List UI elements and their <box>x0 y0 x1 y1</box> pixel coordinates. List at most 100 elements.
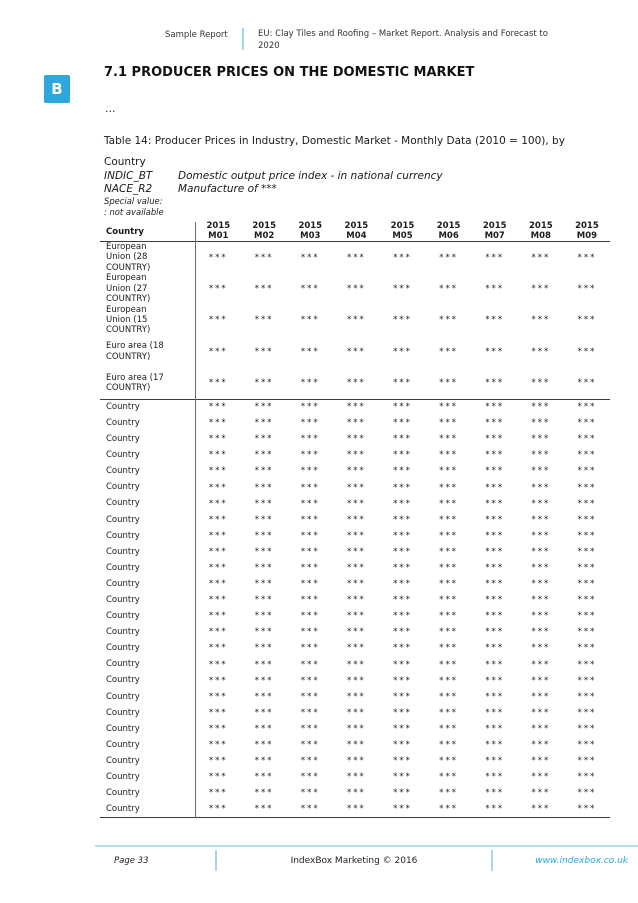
table-row: European Union (15 COUNTRY) *** *** *** *** *… <box>100 304 610 336</box>
table-cell: *** <box>393 659 412 670</box>
table-cell: *** <box>439 283 458 294</box>
table-cell: *** <box>208 418 228 429</box>
table-row: Country *** *** *** *** *** *** *** *** *** <box>100 785 610 802</box>
table-cell: *** <box>531 315 551 326</box>
table-cell: *** <box>208 530 228 541</box>
table-cell: *** <box>300 418 320 429</box>
table-cell: *** <box>531 788 551 799</box>
table-cell: *** <box>393 252 412 263</box>
table-cell: *** <box>531 466 551 477</box>
table-cell: *** <box>208 611 228 622</box>
table-cell: *** <box>347 707 366 718</box>
table-cell: *** <box>347 482 366 493</box>
special-value-label: Special value: <box>104 196 163 206</box>
table-cell: *** <box>300 283 320 294</box>
footer-website-link[interactable]: www.indexbox.co.uk <box>535 856 628 866</box>
table-cell: *** <box>439 450 458 461</box>
table-row: Country *** *** *** *** *** *** *** *** *** <box>100 801 610 818</box>
table-cell: *** <box>300 691 320 702</box>
table-cell: *** <box>531 675 551 686</box>
table-cell: *** <box>254 595 274 606</box>
row-label: Country <box>100 463 196 480</box>
table-cell: *** <box>439 579 458 590</box>
table-cell: *** <box>254 346 274 357</box>
table-cell: *** <box>208 378 228 388</box>
table-row: European Union (28 COUNTRY) *** *** *** *** *… <box>100 241 610 273</box>
footer-page-number: Page 33 <box>114 856 149 866</box>
footer-divider <box>215 850 217 871</box>
table-cell: *** <box>439 402 458 413</box>
table-cell: *** <box>347 579 366 590</box>
table-cell: *** <box>531 546 551 557</box>
row-label: Euro area (18 COUNTRY) <box>100 336 196 368</box>
table-cell: *** <box>485 627 505 638</box>
table-cell: *** <box>300 772 320 783</box>
table-cell: *** <box>300 788 320 799</box>
metadata-row-nace: NACE_R2 Manufacture of *** <box>104 183 443 196</box>
table-cell: *** <box>577 562 597 573</box>
header-title-line1: EU: Clay Tiles and Roofing – Market Repo… <box>258 29 548 39</box>
table-cell: *** <box>439 691 458 702</box>
table-cell: *** <box>531 402 551 413</box>
month-column-header: 2015 M08 <box>528 221 553 241</box>
table-cell: *** <box>485 772 505 783</box>
table-cell: *** <box>393 643 412 654</box>
table-row: Country *** *** *** *** *** *** *** *** *** <box>100 399 610 416</box>
table-row: Country *** *** *** *** *** *** *** *** *** <box>100 495 610 512</box>
table-cell: *** <box>439 611 458 622</box>
table-cell: *** <box>347 283 366 294</box>
metadata-code: NACE_R2 <box>104 183 153 195</box>
table-cell: *** <box>577 595 597 606</box>
table-cell: *** <box>485 482 505 493</box>
row-label: Country <box>100 801 196 818</box>
row-label: Country <box>100 447 196 464</box>
table-cell: *** <box>347 804 366 815</box>
table-cell: *** <box>439 740 458 751</box>
table-cell: *** <box>485 530 505 541</box>
table-cell: *** <box>439 482 458 493</box>
table-cell: *** <box>439 643 458 654</box>
table-cell: *** <box>485 804 505 815</box>
table-cell: *** <box>300 315 320 326</box>
table-cell: *** <box>531 804 551 815</box>
table-header: Country 2015 M01 2015 M02 2015 M03 2015 M04 2015… <box>100 221 610 242</box>
table-cell: *** <box>208 627 228 638</box>
row-label: Country <box>100 753 196 770</box>
table-cell: *** <box>254 546 274 557</box>
table-cell: *** <box>577 707 597 718</box>
table-cell: *** <box>577 723 597 734</box>
table-cell: *** <box>485 546 505 557</box>
table-cell: *** <box>208 283 228 294</box>
row-label: European Union (15 COUNTRY) <box>100 304 196 336</box>
header-doc-type: Sample Report <box>165 30 228 40</box>
table-cell: *** <box>439 498 458 509</box>
table-cell: *** <box>254 691 274 702</box>
row-label: Country <box>100 527 196 544</box>
table-cell: *** <box>531 378 551 388</box>
table-cell: *** <box>347 756 366 767</box>
table-cell: *** <box>439 659 458 670</box>
table-row: Country *** *** *** *** *** *** *** *** *** <box>100 656 610 673</box>
table-cell: *** <box>485 579 505 590</box>
row-label: Country <box>100 592 196 609</box>
table-cell: *** <box>531 562 551 573</box>
table-cell: *** <box>531 643 551 654</box>
table-cell: *** <box>393 740 412 751</box>
table-cell: *** <box>439 346 458 357</box>
table-cell: *** <box>300 498 320 509</box>
table-cell: *** <box>393 595 412 606</box>
table-cell: *** <box>347 723 366 734</box>
metadata-desc: Domestic output price index - in nationa… <box>178 170 443 182</box>
table-cell: *** <box>485 675 505 686</box>
table-cell: *** <box>254 740 274 751</box>
table-cell: *** <box>393 772 412 783</box>
table-cell: *** <box>300 595 320 606</box>
table-cell: *** <box>254 675 274 686</box>
table-cell: *** <box>347 498 366 509</box>
table-cell: *** <box>300 546 320 557</box>
table-cell: *** <box>393 611 412 622</box>
table-cell: *** <box>347 691 366 702</box>
row-label: Country <box>100 785 196 802</box>
table-cell: *** <box>208 691 228 702</box>
table-cell: *** <box>485 756 505 767</box>
